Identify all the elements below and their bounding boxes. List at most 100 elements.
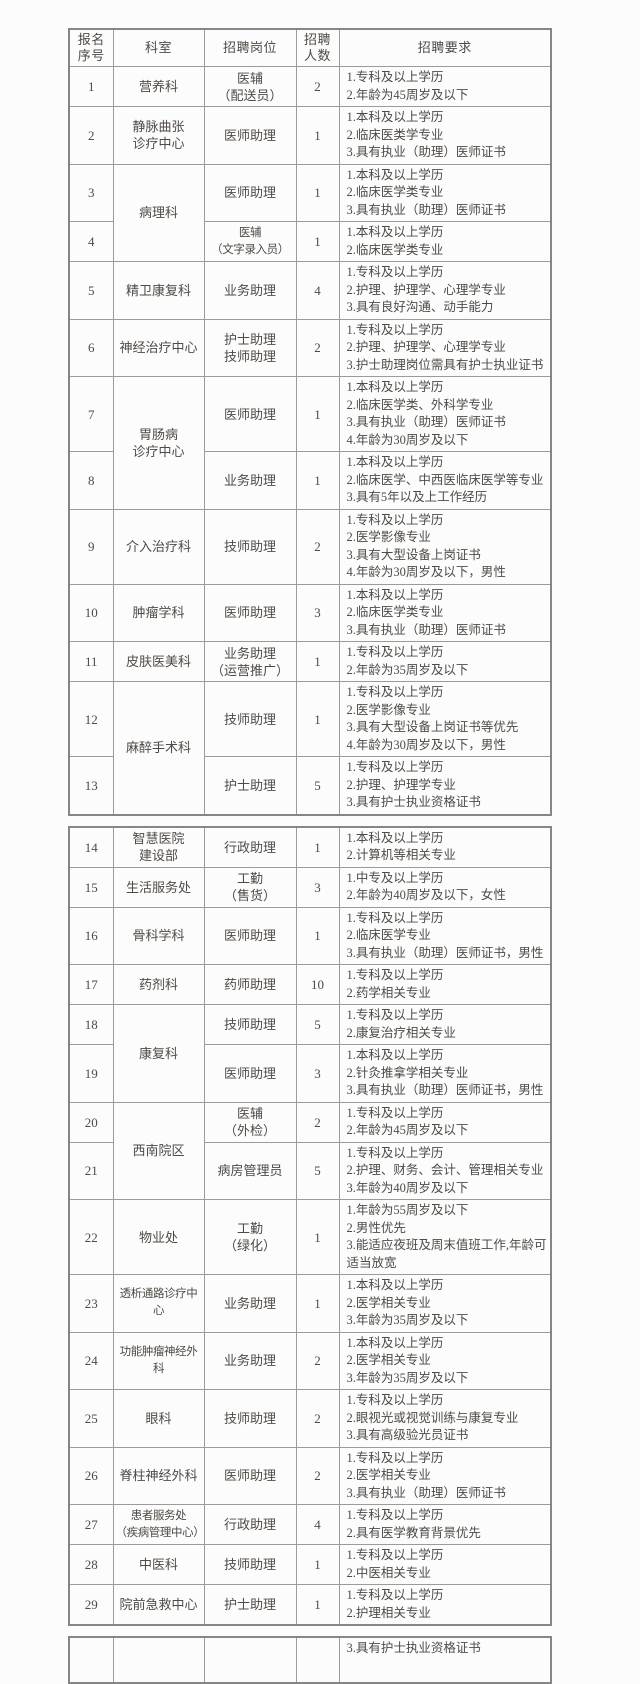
requirements-cell: 1.本科及以上学历 2.临床医学类、外科学专业 3.具有执业（助理）医师证书 4.年龄… <box>338 376 552 452</box>
count-cell: 5 <box>295 756 340 815</box>
requirement-line: 2.年龄为35周岁及以下 <box>346 662 469 677</box>
position-cell: 技师助理 <box>203 1544 297 1585</box>
requirement-line: 1.本科及以上学历 <box>346 587 444 602</box>
requirement-line: 1.本科及以上学历 <box>346 110 444 124</box>
seq-cell: 7 <box>68 376 114 452</box>
requirements-cell: 1.本科及以上学历 2.临床医类学专业 3.具有执业（助理）医师证书 <box>338 106 552 165</box>
requirement-line: 4.年龄为30周岁及以下 <box>346 432 469 447</box>
department-cell: 介入治疗科 <box>112 508 205 585</box>
requirement-line: 2.临床医学类、外科学专业 <box>346 397 494 412</box>
requirement-line: 4.年龄为30周岁及以下，男性 <box>346 565 506 579</box>
table-row: 2 静脉曲张 诊疗中心 医师助理 1 1.本科及以上学历 2.临床医类学专业 3.具有执业（… <box>68 106 552 165</box>
requirements-cell: 1.本科及以上学历 2.临床医学类专业 3.具有执业（助理）医师证书 <box>338 583 552 642</box>
requirement-line: 1.专科及以上学历 <box>346 1008 444 1022</box>
requirement-line: 2.护理、护理学、心理学专业 <box>346 282 506 297</box>
table-row: 9 介入治疗科 技师助理 2 1.专科及以上学历 2.医学影像专业 3.具有大型设备上岗证书… <box>68 508 552 585</box>
requirements-cell: 1.本科及以上学历 2.针灸推拿学相关专业 3.具有执业（助理）医师证书，男性 <box>338 1044 552 1103</box>
seq-cell: 29 <box>68 1584 114 1626</box>
header-position: 招聘岗位 <box>203 28 297 67</box>
requirement-line: 2.年龄为40周岁及以下，女性 <box>346 888 506 902</box>
position-cell: 业务助理 <box>203 261 297 320</box>
seq-cell: 4 <box>68 221 114 262</box>
seq-cell: 27 <box>68 1504 114 1545</box>
count-cell: 1 <box>295 826 340 868</box>
count-cell: 2 <box>295 1331 340 1390</box>
table-row: 11 皮肤医美科 业务助理 （运营推广） 1 1.专科及以上学历 2.年龄为35周岁及以下 <box>68 641 552 682</box>
requirement-line: 2.医学相关专业 <box>346 1468 431 1482</box>
requirements-cell: 1.专科及以上学历 2.医学影像专业 3.具有大型设备上岗证书 4.年龄为30周岁及以… <box>338 508 552 585</box>
requirement-line: 2.药学相关专业 <box>346 985 431 1000</box>
requirement-line: 3.年龄为40周岁及以下 <box>346 1180 469 1195</box>
count-cell: 1 <box>295 451 340 510</box>
requirement-line: 1.本科及以上学历 <box>346 1278 444 1292</box>
requirement-line: 2.医学影像专业 <box>346 530 431 544</box>
count-cell: 1 <box>295 163 340 222</box>
position-cell: 医辅 （文字录入员） <box>203 221 297 262</box>
requirements-cell: 1.专科及以上学历 2.眼视光或视觉训练与康复专业 3.具有高级验光员证书 <box>338 1389 552 1448</box>
table-row: 17 药剂科 药师助理 10 1.专科及以上学历 2.药学相关专业 <box>68 964 552 1005</box>
department-cell: 生活服务处 <box>112 866 205 908</box>
requirement-line: 1.专科及以上学历 <box>346 1508 444 1522</box>
requirements-cell: 1.专科及以上学历 2.年龄为35周岁及以下 <box>338 641 552 682</box>
seq-cell: 1 <box>68 66 114 107</box>
table-row: 29 院前急救中心 护士助理 1 1.专科及以上学历 2.护理相关专业 <box>68 1584 552 1626</box>
department-cell: 肿瘤学科 <box>112 583 205 642</box>
seq-cell: 14 <box>68 826 114 868</box>
table-row: 3 病理科 医师助理 1 1.本科及以上学历 2.临床医学类专业 3.具有执业（助理）医师证… <box>68 163 552 262</box>
table-row: 16 骨科学科 医师助理 1 1.专科及以上学历 2.临床医学专业 3.具有执业（助理）医师… <box>68 906 552 965</box>
requirements-cell: 1.本科及以上学历 2.临床医学、中西医临床医学等专业 3.具有5年以及上工作经历 <box>338 451 552 510</box>
count-cell: 1 <box>295 681 340 757</box>
position-cell <box>203 1636 297 1684</box>
tables-host: 报名 序号 科室 招聘岗位 招聘 人数 招聘要求 1 营养科 医辅 （配送员） 2 1.专科及以上… <box>68 28 552 1684</box>
table-row: 27 患者服务处 （疾病管理中心） 行政助理 4 1.专科及以上学历 2.具有医学教育背景… <box>68 1504 552 1545</box>
department-cell: 精卫康复科 <box>112 261 205 320</box>
department-cell: 中医科 <box>112 1544 205 1585</box>
requirements-cell: 1.专科及以上学历 2.护理相关专业 <box>338 1584 552 1626</box>
seq-cell: 26 <box>68 1446 114 1505</box>
table-row: 23 透析通路诊疗中心 业务助理 1 1.本科及以上学历 2.医学相关专业 3.年龄为35周… <box>68 1274 552 1333</box>
count-cell: 5 <box>295 1141 340 1200</box>
requirement-line: 2.医学相关专业 <box>346 1353 431 1367</box>
department-cell: 眼科 <box>112 1389 205 1448</box>
position-cell: 技师助理 <box>203 1004 297 1045</box>
requirement-line: 2.临床医学类专业 <box>346 242 444 257</box>
requirement-line: 2.中医相关专业 <box>346 1565 431 1580</box>
seq-cell: 8 <box>68 451 114 510</box>
requirement-line: 2.计算机等相关专业 <box>346 848 456 862</box>
department-cell: 康复科 <box>112 1004 205 1103</box>
requirements-cell: 1.专科及以上学历 2.临床医学专业 3.具有执业（助理）医师证书，男性 <box>338 906 552 965</box>
requirement-line: 2.眼视光或视觉训练与康复专业 <box>346 1410 519 1425</box>
seq-cell: 21 <box>68 1141 114 1200</box>
seq-cell: 12 <box>68 681 114 757</box>
seq-cell: 10 <box>68 583 114 642</box>
requirement-line: 1.专科及以上学历 <box>346 1450 444 1465</box>
table-row: 6 神经治疗中心 护士助理 技师助理 2 1.专科及以上学历 2.护理、护理学、心理学专业… <box>68 318 552 377</box>
department-cell: 神经治疗中心 <box>112 318 205 377</box>
table-row: 26 脊柱神经外科 医师助理 2 1.专科及以上学历 2.医学相关专业 3.具有执业（助理）… <box>68 1446 552 1505</box>
requirements-cell: 1.专科及以上学历 2.护理、财务、会计、管理相关专业 3.年龄为40周岁及以下 <box>338 1141 552 1200</box>
requirement-line: 2.护理相关专业 <box>346 1605 431 1620</box>
table-row: 1 营养科 医辅 （配送员） 2 1.专科及以上学历 2.年龄为45周岁及以下 <box>68 66 552 107</box>
requirements-cell: 1.专科及以上学历 2.年龄为45周岁及以下 <box>338 1101 552 1143</box>
requirement-line: 3.年龄为35周岁及以下 <box>346 1370 469 1385</box>
requirement-line: 1.本科及以上学历 <box>346 225 444 239</box>
requirement-line: 3.具有执业（助理）医师证书 <box>346 145 506 159</box>
seq-cell: 13 <box>68 756 114 815</box>
position-cell: 技师助理 <box>203 681 297 757</box>
position-cell: 医师助理 <box>203 1044 297 1103</box>
department-cell: 胃肠病 诊疗中心 <box>112 376 205 510</box>
requirement-line: 4.年龄为30周岁及以下，男性 <box>346 737 506 752</box>
department-cell: 物业处 <box>112 1199 205 1275</box>
requirement-line: 3.具有大型设备上岗证书等优先 <box>346 720 519 734</box>
recruitment-table-segment-3: 3.具有护士执业资格证书 <box>68 1636 552 1684</box>
requirement-line: 3.具有执业（助理）医师证书 <box>346 415 506 429</box>
position-cell: 业务助理 <box>203 1331 297 1390</box>
requirements-cell: 3.具有护士执业资格证书 <box>338 1636 552 1684</box>
requirement-line: 1.专科及以上学历 <box>346 265 444 279</box>
seq-cell: 6 <box>68 318 114 377</box>
count-cell: 3 <box>295 866 340 908</box>
requirement-line: 2.护理、护理学、心理学专业 <box>346 340 506 354</box>
department-cell: 静脉曲张 诊疗中心 <box>112 106 205 165</box>
position-cell: 业务助理 （运营推广） <box>203 641 297 682</box>
count-cell: 2 <box>295 318 340 377</box>
